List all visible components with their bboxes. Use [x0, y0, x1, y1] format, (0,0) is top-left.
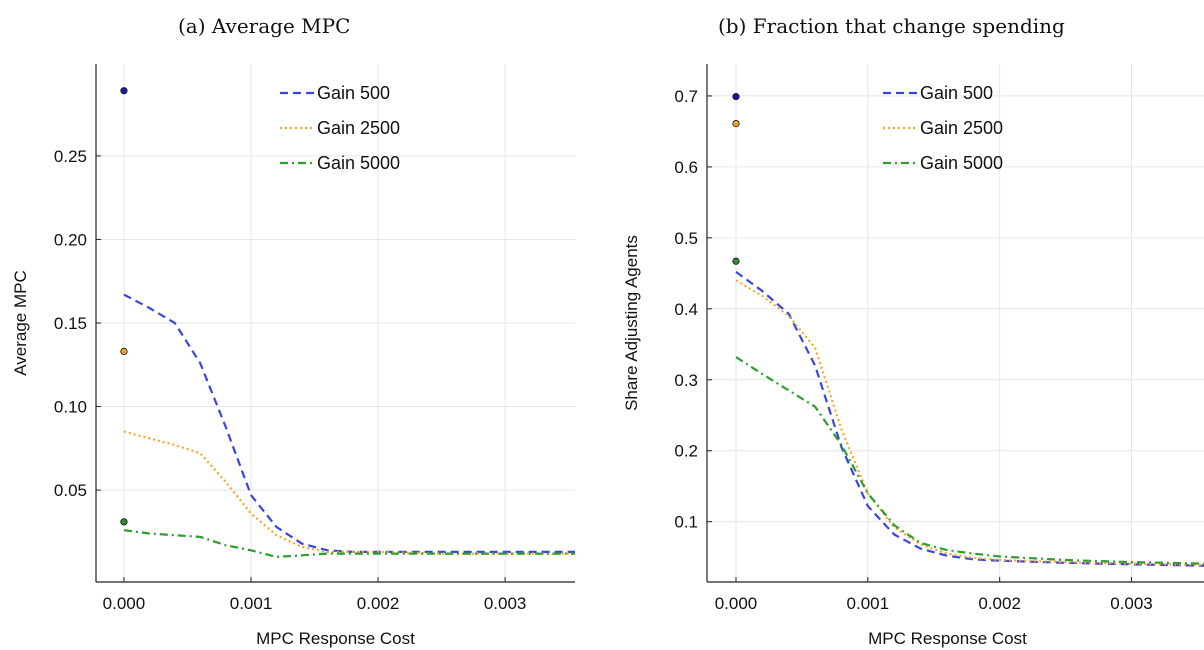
legend-label-b-1: Gain 2500: [920, 118, 1003, 138]
series-marker-a-1: [120, 347, 128, 356]
y-axis-label-b: Share Adjusting Agents: [622, 235, 641, 411]
y-tick-label-b-6: 0.7: [674, 87, 698, 106]
x-tick-label-b-2: 0.002: [978, 594, 1021, 613]
legend-label-a-1: Gain 2500: [317, 118, 400, 138]
y-tick-label-b-0: 0.1: [674, 513, 698, 532]
x-axis-label-b: MPC Response Cost: [868, 629, 1027, 648]
panel-b-title: (b) Fraction that change spending: [718, 14, 1065, 38]
legend-label-b-0: Gain 500: [920, 83, 993, 103]
y-axis-label-a: Average MPC: [11, 270, 30, 376]
series-marker-a-0: [120, 87, 128, 95]
y-tick-label-a-4: 0.25: [54, 147, 87, 166]
series-marker-b-0: [732, 93, 740, 101]
x-tick-label-a-3: 0.003: [484, 594, 527, 613]
y-tick-label-b-1: 0.2: [674, 442, 698, 461]
x-tick-label-b-0: 0.000: [715, 594, 758, 613]
legend-label-a-0: Gain 500: [317, 83, 390, 103]
series-line-b-2: [735, 356, 1204, 565]
y-tick-label-b-4: 0.5: [674, 229, 698, 248]
series-line-a-1: [123, 430, 575, 555]
series-line-b-0: [735, 271, 1204, 567]
y-tick-label-a-2: 0.15: [54, 314, 87, 333]
x-tick-label-a-1: 0.001: [230, 594, 273, 613]
series-line-b-1: [735, 279, 1204, 567]
series-marker-b-2: [732, 257, 740, 265]
x-tick-label-a-0: 0.000: [103, 594, 146, 613]
y-tick-label-b-3: 0.4: [674, 300, 698, 319]
x-axis-label-a: MPC Response Cost: [256, 629, 415, 648]
y-tick-label-b-2: 0.3: [674, 371, 698, 390]
y-tick-label-a-3: 0.20: [54, 230, 87, 249]
y-tick-label-a-1: 0.10: [54, 398, 87, 417]
x-tick-label-b-3: 0.003: [1110, 594, 1153, 613]
x-tick-label-a-2: 0.002: [357, 594, 400, 613]
series-marker-b-1: [732, 120, 740, 128]
series-line-a-0: [123, 293, 575, 554]
series-marker-a-2: [120, 518, 128, 526]
legend-label-a-2: Gain 5000: [317, 153, 400, 173]
y-tick-label-b-5: 0.6: [674, 158, 698, 177]
panel-a-title: (a) Average MPC: [178, 14, 351, 38]
series-line-a-2: [123, 529, 575, 559]
x-tick-label-b-1: 0.001: [847, 594, 890, 613]
y-tick-label-a-0: 0.05: [54, 481, 87, 500]
legend-label-b-2: Gain 5000: [920, 153, 1003, 173]
